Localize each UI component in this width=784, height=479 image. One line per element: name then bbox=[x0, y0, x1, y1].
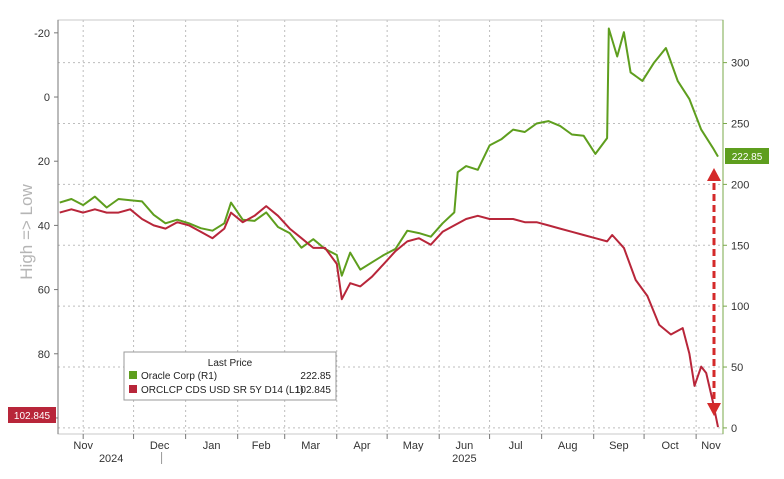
legend-label-cds: ORCLCP CDS USD SR 5Y D14 (L1) bbox=[141, 385, 303, 396]
left-badge-text: 102.845 bbox=[14, 411, 51, 422]
left-badge-box bbox=[8, 407, 56, 423]
right-last-price-badge: 222.85 bbox=[725, 148, 769, 164]
x-tick-label: May bbox=[403, 440, 424, 452]
right-tick-label: 250 bbox=[731, 119, 749, 131]
right-axis: 0 50 100 150 200 250 300 bbox=[722, 20, 749, 435]
right-badge-text: 222.85 bbox=[732, 152, 763, 163]
x-tick-label: Jun bbox=[456, 440, 474, 452]
x-tick-label: Nov bbox=[701, 440, 721, 452]
x-tick-label: Jan bbox=[203, 440, 221, 452]
right-tick-label: 300 bbox=[731, 58, 749, 70]
right-tick-label: 50 bbox=[731, 362, 743, 374]
x-tick-label: Oct bbox=[662, 440, 679, 452]
x-tick-label: Jul bbox=[509, 440, 523, 452]
left-tick-label: 20 bbox=[38, 156, 50, 168]
series-line-oracle bbox=[59, 27, 719, 277]
legend: Last Price Oracle Corp (R1) 222.85 ORCLC… bbox=[123, 351, 337, 401]
y-axis-label: High => Low bbox=[17, 184, 36, 280]
right-tick-label: 100 bbox=[731, 301, 749, 313]
left-last-price-badge: 102.845 bbox=[8, 407, 56, 423]
right-tick-label: 200 bbox=[731, 179, 749, 191]
x-tick-label: Aug bbox=[558, 440, 578, 452]
right-tick-label: 150 bbox=[731, 240, 749, 252]
x-tick-label: Mar bbox=[301, 440, 320, 452]
left-tick-label: 60 bbox=[38, 285, 50, 297]
legend-value-oracle: 222.85 bbox=[300, 371, 331, 382]
x-tick-year: 2024 bbox=[99, 453, 123, 465]
legend-swatch-cds bbox=[129, 385, 137, 393]
left-tick-label: -20 bbox=[34, 28, 50, 40]
x-tick-year: 2025 bbox=[452, 453, 476, 465]
left-tick-label: 0 bbox=[44, 92, 50, 104]
legend-swatch-oracle bbox=[129, 371, 137, 379]
legend-label-oracle: Oracle Corp (R1) bbox=[141, 371, 217, 382]
legend-value-cds: 102.845 bbox=[295, 385, 332, 396]
series-line-cds bbox=[59, 205, 719, 428]
left-tick-label: 80 bbox=[38, 349, 50, 361]
arrow-head-down bbox=[707, 403, 721, 416]
right-badge-box bbox=[725, 148, 769, 164]
divergence-arrow bbox=[707, 168, 721, 416]
x-tick-label: Feb bbox=[252, 440, 271, 452]
x-tick-label: Sep bbox=[609, 440, 629, 452]
left-tick-label: 40 bbox=[38, 220, 50, 232]
legend-box bbox=[123, 351, 337, 401]
x-tick-label: Dec bbox=[150, 440, 170, 452]
legend-title: Last Price bbox=[208, 358, 253, 369]
x-tick-label: Apr bbox=[353, 440, 370, 452]
arrow-head-up bbox=[707, 168, 721, 181]
right-tick-label: 0 bbox=[731, 423, 737, 435]
x-tick-label: Nov bbox=[73, 440, 93, 452]
series-layer bbox=[59, 27, 719, 428]
